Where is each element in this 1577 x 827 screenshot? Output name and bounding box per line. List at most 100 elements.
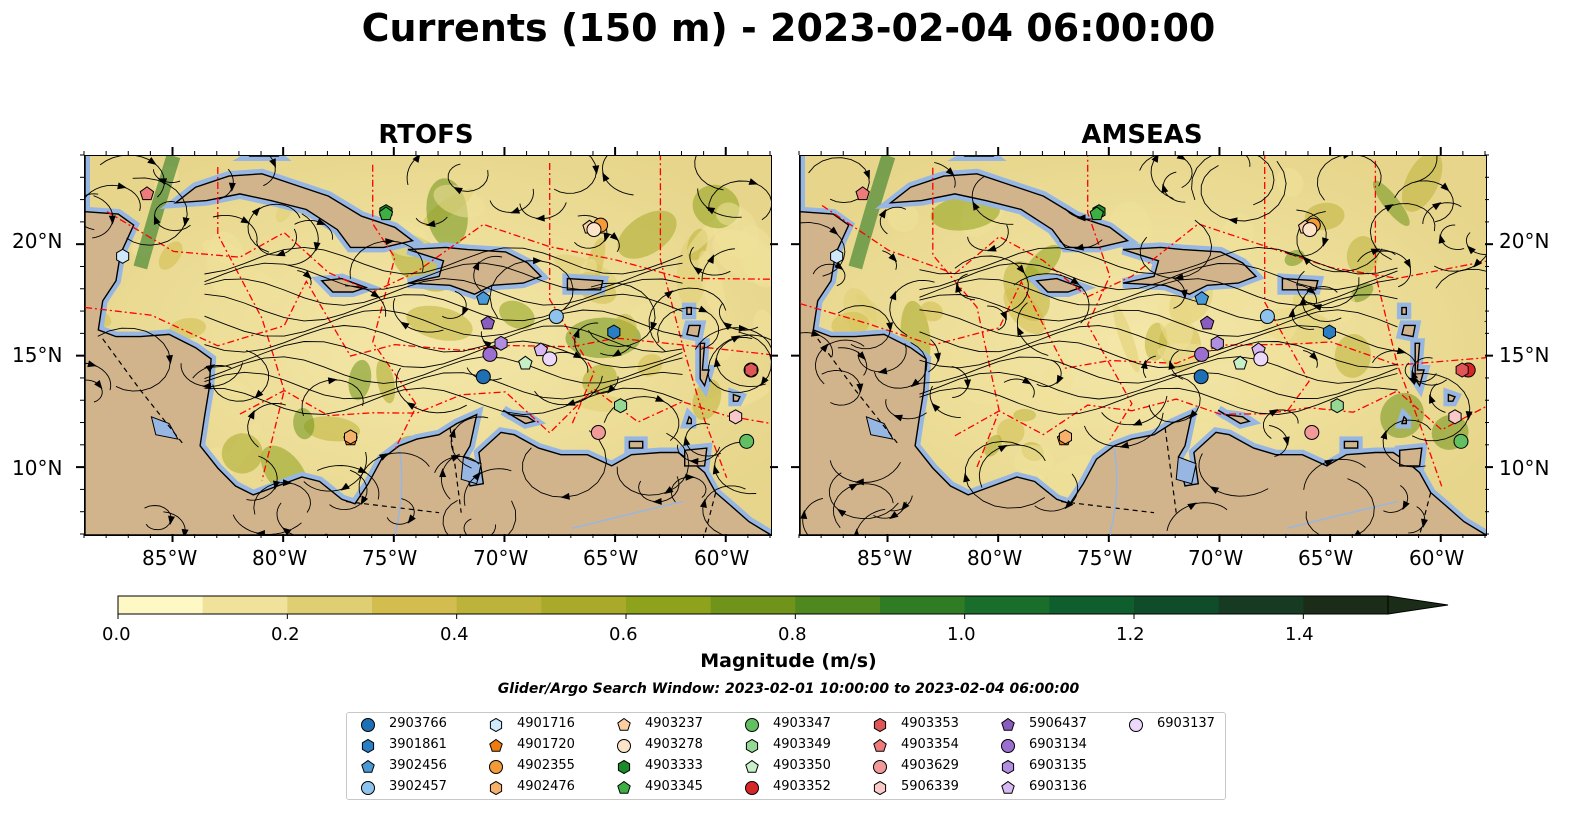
pentagon-marker-icon bbox=[1001, 780, 1015, 794]
colorbar-segment bbox=[372, 596, 458, 614]
float-marker-4901716 bbox=[489, 717, 503, 733]
float-marker-4903278 bbox=[617, 739, 631, 753]
float-marker-6903136 bbox=[533, 342, 549, 357]
circle-marker-icon bbox=[361, 718, 375, 732]
float-marker-6903137 bbox=[1129, 718, 1143, 732]
circle-marker-icon bbox=[873, 760, 887, 774]
float-marker-4903629 bbox=[1304, 424, 1320, 440]
float-marker-5906339 bbox=[1448, 409, 1462, 425]
float-marker-4903350 bbox=[518, 355, 533, 370]
float-marker-4901716 bbox=[830, 248, 844, 264]
float-marker-5906437 bbox=[1199, 315, 1215, 330]
colorbar-tick-label: 1.0 bbox=[947, 624, 976, 645]
float-marker-4903237 bbox=[617, 717, 631, 731]
float-marker-2903766 bbox=[475, 369, 491, 385]
legend-label: 4901716 bbox=[517, 716, 575, 731]
float-marker-4903349 bbox=[745, 738, 759, 754]
panel-title-amseas: AMSEAS bbox=[1081, 120, 1203, 150]
circle-marker-icon bbox=[361, 781, 375, 795]
float-marker-4903353 bbox=[1455, 362, 1469, 378]
float-marker-4903349 bbox=[1330, 398, 1344, 414]
legend-label: 4903350 bbox=[773, 758, 831, 773]
legend-label: 4903278 bbox=[645, 737, 703, 752]
lon-tick-label: 65°W bbox=[1298, 546, 1354, 570]
circle-marker-icon bbox=[1129, 718, 1143, 732]
current-map-rtofs bbox=[85, 156, 771, 535]
float-marker-4902476 bbox=[1058, 429, 1072, 445]
colorbar-segment bbox=[1303, 596, 1389, 614]
float-marker-4902476 bbox=[489, 780, 503, 796]
float-marker-4903345 bbox=[1089, 206, 1104, 221]
circle-marker-icon bbox=[617, 739, 631, 753]
float-marker-4903347 bbox=[745, 718, 759, 732]
float-markers bbox=[830, 186, 1476, 449]
pentagon-marker-icon bbox=[745, 759, 759, 773]
float-marker-4901716 bbox=[116, 248, 130, 264]
float-marker-6903137 bbox=[542, 351, 558, 367]
float-marker-4903352 bbox=[745, 781, 759, 795]
float-marker-6903135 bbox=[1001, 759, 1015, 775]
colorbar-segment bbox=[964, 596, 1050, 614]
lon-tick-label: 80°W bbox=[967, 546, 1023, 570]
legend-label: 3902456 bbox=[389, 758, 447, 773]
colorbar-tick-label: 0.6 bbox=[609, 624, 638, 645]
lat-tick-label: 10°N bbox=[1499, 456, 1550, 480]
float-marker-4903278 bbox=[1302, 222, 1318, 238]
legend-label: 6903135 bbox=[1029, 758, 1087, 773]
colorbar-segment bbox=[1218, 596, 1304, 614]
hexagon-marker-icon bbox=[1001, 759, 1015, 775]
circle-marker-icon bbox=[745, 781, 759, 795]
colorbar-label: Magnitude (m/s) bbox=[700, 650, 877, 672]
legend-label: 6903136 bbox=[1029, 779, 1087, 794]
lon-tick-label: 75°W bbox=[362, 546, 418, 570]
float-marker-6903134 bbox=[1194, 346, 1210, 362]
lat-tick-label: 15°N bbox=[12, 343, 63, 367]
legend-label: 3902457 bbox=[389, 779, 447, 794]
lon-tick-label: 75°W bbox=[1077, 546, 1133, 570]
float-marker-4903353 bbox=[744, 362, 758, 378]
float-marker-4903629 bbox=[873, 760, 887, 774]
float-marker-4901720 bbox=[489, 738, 503, 752]
float-marker-6903137 bbox=[1253, 351, 1269, 367]
float-marker-4902355 bbox=[489, 760, 503, 774]
lon-tick-label: 60°W bbox=[694, 546, 750, 570]
float-marker-3902457 bbox=[548, 309, 564, 325]
colorbar bbox=[117, 595, 1449, 619]
pentagon-marker-icon bbox=[617, 780, 631, 794]
colorbar-segment bbox=[880, 596, 966, 614]
float-marker-2903766 bbox=[1193, 369, 1209, 385]
hexagon-marker-icon bbox=[617, 759, 631, 775]
float-marker-4903354 bbox=[873, 738, 887, 752]
float-marker-4903347 bbox=[739, 433, 755, 449]
legend-label: 4903333 bbox=[645, 758, 703, 773]
float-marker-3902456 bbox=[476, 291, 491, 305]
legend-label: 4902476 bbox=[517, 779, 575, 794]
float-marker-4903333 bbox=[617, 759, 631, 775]
float-marker-3901861 bbox=[1322, 324, 1336, 340]
lon-tick-label: 60°W bbox=[1409, 546, 1465, 570]
colorbar-segment bbox=[795, 596, 881, 614]
float-marker-4903345 bbox=[378, 206, 394, 221]
colorbar-segment bbox=[1134, 596, 1220, 614]
legend-label: 5906339 bbox=[901, 779, 959, 794]
legend-label: 4903347 bbox=[773, 716, 831, 731]
colorbar-segment bbox=[456, 596, 542, 614]
hexagon-marker-icon bbox=[873, 780, 887, 796]
colorbar-segment bbox=[202, 596, 288, 614]
float-marker-4903629 bbox=[590, 424, 606, 440]
lat-tick-label: 20°N bbox=[1499, 229, 1550, 253]
float-marker-4903278 bbox=[586, 222, 602, 238]
float-marker-6903135 bbox=[494, 335, 508, 351]
colorbar-segment bbox=[626, 596, 712, 614]
legend-label: 6903137 bbox=[1157, 716, 1215, 731]
map-panel-rtofs bbox=[84, 155, 772, 536]
search-window-caption: Glider/Argo Search Window: 2023-02-01 10… bbox=[497, 681, 1080, 697]
axis-ticks bbox=[76, 147, 1493, 542]
figure-title: Currents (150 m) - 2023-02-04 06:00:00 bbox=[361, 6, 1216, 50]
legend-label: 5906437 bbox=[1029, 716, 1087, 731]
hexagon-marker-icon bbox=[873, 717, 887, 733]
hexagon-marker-icon bbox=[489, 717, 503, 733]
colorbar-segment bbox=[287, 596, 373, 614]
float-marker-4903350 bbox=[745, 759, 759, 773]
float-marker-6903134 bbox=[1001, 739, 1015, 753]
